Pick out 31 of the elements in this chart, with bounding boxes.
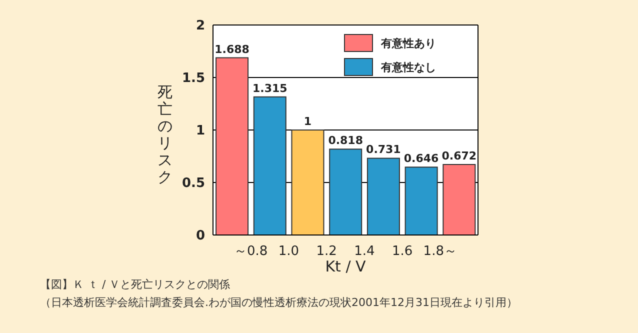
- y-tick-label: 0.5: [182, 176, 205, 192]
- data-label: 1: [304, 115, 312, 128]
- bar: [404, 166, 438, 235]
- x-axis-title: Kt / V: [325, 258, 367, 276]
- x-tick-label: 1.6: [392, 244, 413, 259]
- bar: [291, 130, 324, 235]
- data-label: 1.688: [214, 42, 250, 56]
- y-tick-label: 2: [196, 18, 205, 34]
- data-label: 0.672: [442, 149, 477, 162]
- text: 【図】Ｋ ｔ / Ｖと死亡リスクとの関係: [40, 277, 232, 293]
- bar: [442, 164, 476, 235]
- bar: [253, 96, 286, 235]
- y-tick-label: 0: [196, 228, 205, 244]
- data-label: 0.731: [366, 143, 401, 156]
- y-axis-title: 死亡のリスク: [156, 83, 174, 186]
- x-tick-label: 1.0: [278, 244, 300, 259]
- bar: [329, 148, 362, 235]
- data-label: 1.315: [252, 82, 288, 95]
- x-tick-label: 1.4: [354, 244, 375, 259]
- bar: [216, 57, 249, 235]
- legend-label: 有意性なし: [381, 60, 436, 74]
- data-label: 0.646: [404, 152, 440, 166]
- y-tick-label: 1.5: [182, 71, 205, 86]
- data-label: 0.818: [328, 134, 363, 148]
- y-tick-label: 1: [196, 124, 205, 139]
- x-tick-label: 1.8～: [423, 244, 457, 259]
- x-tick-label: 1.2: [316, 244, 337, 259]
- text: （日本透析医学会統計調査委員会.わが国の慢性透析療法の現状2001年12月31日現在より引用）: [40, 295, 518, 311]
- x-tick-label: ～0.8: [234, 244, 268, 259]
- legend-label: 有意性あり: [381, 36, 436, 50]
- bar: [366, 158, 400, 235]
